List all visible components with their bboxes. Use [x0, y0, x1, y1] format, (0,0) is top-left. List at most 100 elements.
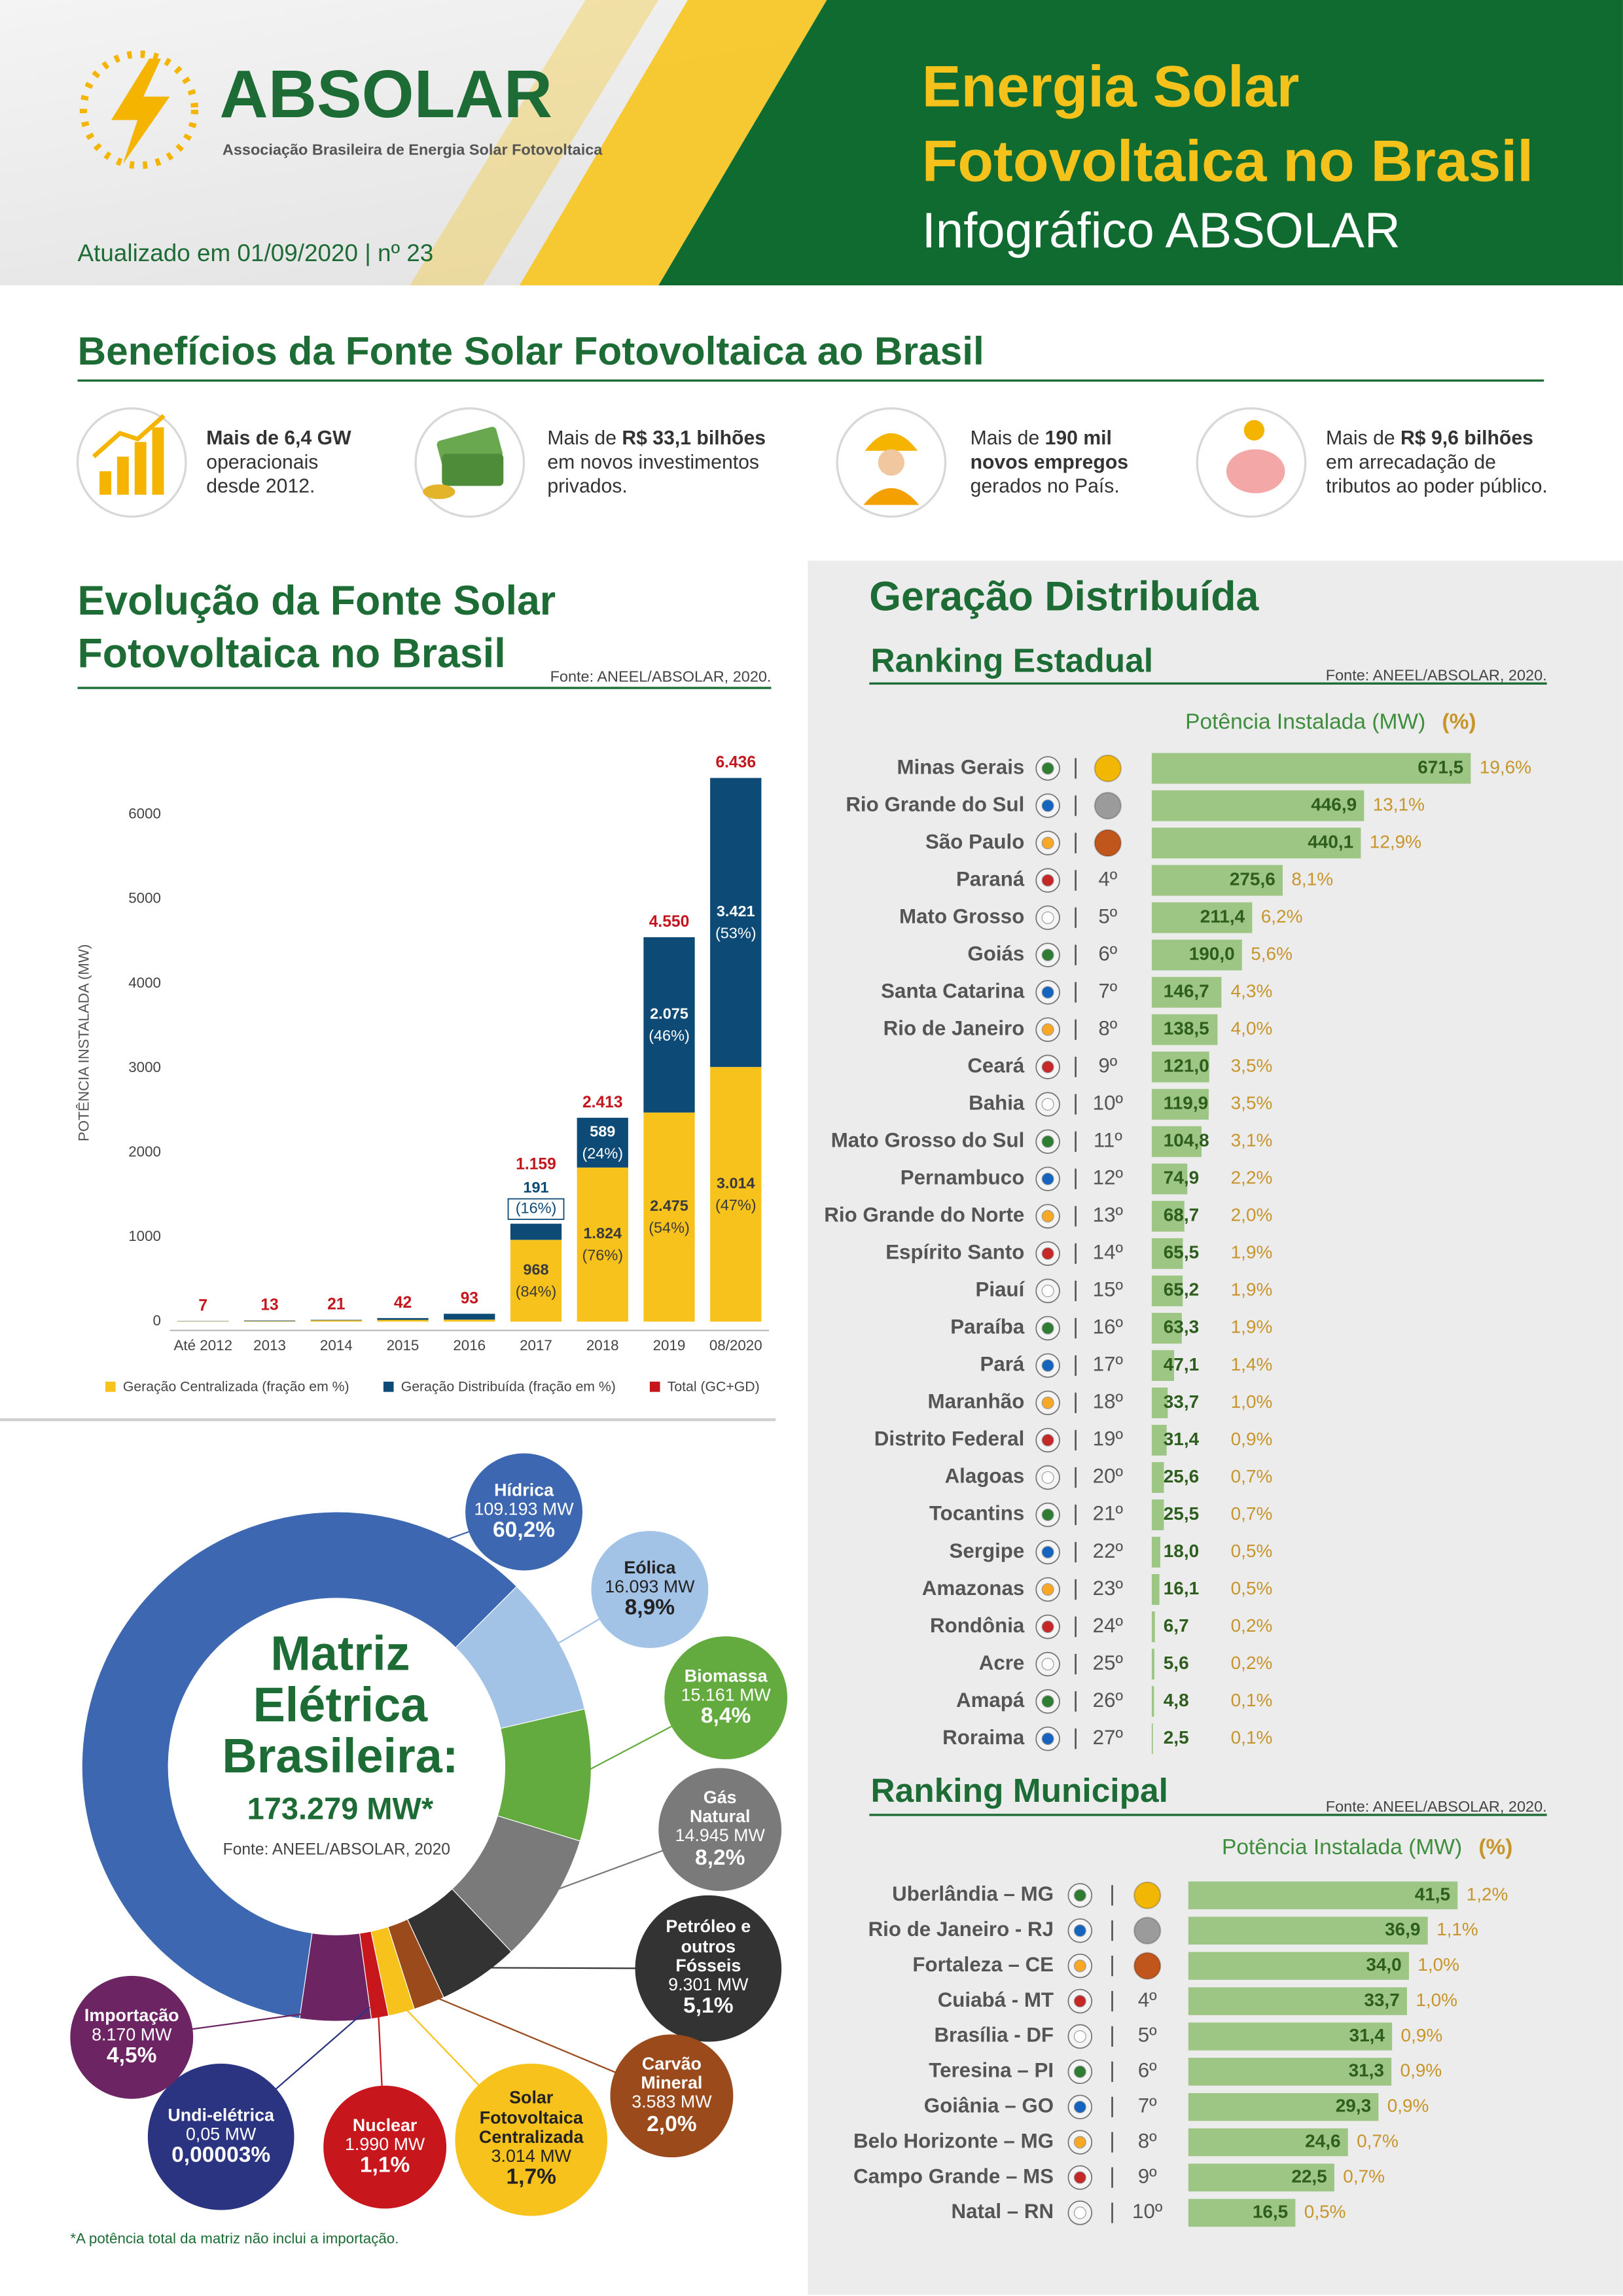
bubble-value: 16.093 MW	[605, 1575, 695, 1597]
bar	[1151, 939, 1242, 971]
bar	[1151, 1014, 1218, 1045]
flag-emblem	[1041, 1695, 1054, 1708]
x-tick-label: 2013	[253, 1337, 286, 1354]
share-label: 8,1%	[1291, 869, 1333, 889]
medal	[1133, 1952, 1162, 1980]
label-bubble	[610, 2034, 734, 2158]
icon-shape	[442, 454, 504, 486]
category-label: Cuiabá - MT	[938, 1988, 1054, 2011]
rank-label: 25º	[1093, 1651, 1124, 1674]
bar	[1151, 1275, 1183, 1306]
segment-share: (53%)	[715, 924, 757, 941]
bar	[1151, 1387, 1168, 1418]
category-label: Campo Grande – MS	[853, 2164, 1054, 2187]
value-label: 31,4	[1349, 2025, 1385, 2045]
bubble-name: Carvão Mineral	[641, 2053, 703, 2094]
section-title: Geração Distribuída	[869, 573, 1259, 619]
legend-swatch	[383, 1381, 394, 1392]
slice	[299, 1932, 372, 2022]
flag-emblem	[1041, 799, 1054, 812]
bar	[1188, 1881, 1458, 1910]
bar	[1151, 1424, 1167, 1456]
label-bubble	[591, 1531, 709, 1648]
bar	[1188, 2092, 1379, 2121]
rank-label: 8º	[1098, 1016, 1117, 1039]
section-title: Benefícios da Fonte Solar Fotovoltaica a…	[78, 329, 984, 373]
bar	[1151, 865, 1283, 896]
share-label: 3,5%	[1231, 1056, 1273, 1076]
category-label: Rio de Janeiro - RJ	[868, 1918, 1054, 1941]
x-tick-label: 2017	[520, 1337, 552, 1354]
category-label: Alagoas	[945, 1465, 1025, 1488]
bar-segment	[444, 1314, 495, 1320]
value-label: 41,5	[1415, 1884, 1450, 1904]
bar	[1151, 1649, 1154, 1680]
label-bubble	[455, 2064, 608, 2216]
share-label: 0,9%	[1401, 2025, 1443, 2045]
segment-label: 968	[523, 1261, 548, 1278]
value-label: 63,3	[1164, 1317, 1199, 1337]
value-header: Potência Instalada (MW)	[1222, 1835, 1462, 1859]
segment-share: (54%)	[649, 1219, 690, 1236]
flag-emblem	[1041, 1732, 1054, 1746]
donut-title: Matriz Elétrica Brasileira:	[222, 1626, 459, 1783]
category-label: Natal – RN	[952, 2200, 1054, 2223]
benefit-text-part: em novos investimentos	[547, 452, 759, 473]
share-box	[507, 1198, 565, 1220]
chart-title: Evolução da Fonte Solar Fotovoltaica no …	[77, 578, 556, 677]
flag-emblem	[1073, 2206, 1086, 2219]
benefit-text-part: R$ 9,6 bilhões	[1400, 427, 1533, 449]
chart-source: Fonte: ANEEL/ABSOLAR, 2020.	[1326, 666, 1547, 683]
total-label: 13	[260, 1297, 278, 1314]
benefit-text-part: tributos ao poder público.	[1326, 476, 1548, 497]
value-label: 440,1	[1308, 831, 1353, 852]
flag-emblem	[1041, 1321, 1054, 1335]
bar	[1151, 1611, 1155, 1643]
category-label: Uberlândia – MG	[892, 1882, 1054, 1905]
segment-label: 3.421	[717, 903, 755, 920]
share-header: (%)	[1478, 1835, 1512, 1859]
bar-segment	[710, 778, 762, 1067]
bar-segment	[510, 1223, 562, 1240]
bubble-name: Gás Natural	[689, 1787, 751, 1827]
bubble-label: Importação 8.170 MW 4,5%	[70, 1976, 193, 2099]
flag-emblem	[1073, 1995, 1086, 2008]
share-label: 3,1%	[1231, 1130, 1273, 1151]
bubble-percent: 0,00003%	[171, 2142, 271, 2168]
value-label: 2,5	[1164, 1727, 1189, 1748]
share-label: 1,9%	[1231, 1280, 1273, 1300]
donut-hole	[168, 1598, 505, 1935]
value-label: 446,9	[1311, 794, 1357, 814]
bubble-value: 14.945 MW	[675, 1825, 765, 1846]
segment-share: (24%)	[582, 1145, 623, 1162]
value-label: 671,5	[1418, 757, 1463, 777]
logo-bolt	[111, 58, 170, 164]
share-label: 0,7%	[1357, 2131, 1399, 2151]
rank-label: 5º	[1098, 905, 1117, 927]
rank-label: 4º	[1138, 1988, 1157, 2011]
category-label: Paraíba	[950, 1316, 1025, 1338]
header-stripe	[410, 0, 659, 286]
logo-ring	[79, 50, 199, 170]
value-label: 138,5	[1164, 1018, 1209, 1039]
rank-label: 9º	[1138, 2164, 1157, 2187]
rank-label: 7º	[1138, 2094, 1157, 2117]
y-tick-label: 4000	[128, 975, 161, 991]
flag-emblem	[1041, 1396, 1054, 1409]
benefit-text-part: R$ 33,1 bilhões	[622, 427, 766, 449]
total-label: 42	[394, 1294, 412, 1312]
brand-subtitle: Associação Brasileira de Energia Solar F…	[223, 141, 603, 158]
y-tick-label: 5000	[128, 890, 161, 906]
bubble-name: Importação	[84, 2004, 179, 2025]
y-tick-label: 2000	[128, 1143, 161, 1160]
value-label: 211,4	[1200, 906, 1245, 926]
category-label: Bahia	[969, 1091, 1025, 1114]
rank-label: 10º	[1132, 2200, 1163, 2223]
bar	[1151, 1686, 1154, 1717]
bubble-percent: 5,1%	[683, 1993, 734, 2018]
x-tick-label: 08/2020	[709, 1337, 762, 1354]
bar	[1151, 1350, 1175, 1381]
header-stripe	[519, 0, 827, 286]
segment-label: 1.824	[583, 1225, 622, 1242]
benefit-text: novos empregos	[971, 452, 1128, 473]
